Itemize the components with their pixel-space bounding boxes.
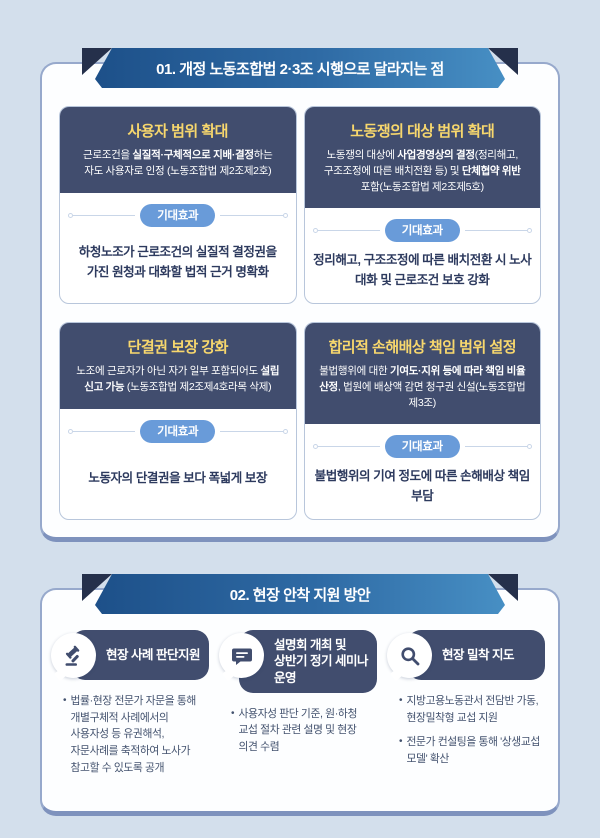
card-effect-area: 기대효과 하청노조가 근로조건의 실질적 결정권을 가진 원청과 대화할 법적 …	[60, 193, 296, 304]
gavel-icon	[51, 633, 96, 678]
divider-ring-right	[282, 212, 288, 218]
divider-ring-left	[312, 444, 318, 450]
card-dispute-scope: 노동쟁의 대상 범위 확대 노동쟁의 대상에 사업경영상의 결정(정리해고, 구…	[303, 106, 541, 304]
effect-divider: 기대효과	[68, 419, 288, 443]
magnifier-icon	[387, 633, 432, 678]
bullet-list: • 지방고용노동관서 전담반 가동, 현장밀착형 교섭 지원 • 전문가 컨설팅…	[393, 693, 545, 768]
support-pill-label: 현장 밀착 지도	[442, 647, 514, 662]
divider-ring-right	[527, 444, 532, 450]
bullet-marker: •	[399, 736, 403, 748]
bullet-text: 사용자성 판단 기준, 원·하청 교섭 절차 관련 설명 및 현장 의견 수렴	[238, 707, 358, 754]
card-union-rights: 단결권 보장 강화 노조에 근로자가 아닌 자가 일부 포함되어도 설립 신고 …	[59, 322, 297, 520]
bullet-text: 법률·현장 전문가 자문을 통해 개별구체적 사례에서의 사용자성 등 유권해석…	[70, 695, 197, 774]
divider-ring-left	[68, 212, 73, 218]
support-pill-label: 현장 사례 판단지원	[106, 647, 200, 662]
section1-panel: 사용자 범위 확대 근로조건을 실질적·구체적으로 지배·결정하는 자도 사용자…	[40, 62, 560, 542]
divider-line	[317, 230, 380, 232]
list-item: • 법률·현장 전문가 자문을 통해 개별구체적 사례에서의 사용자성 등 유권…	[63, 693, 209, 777]
list-item: • 지방고용노동관서 전담반 가동, 현장밀착형 교섭 지원	[399, 693, 545, 726]
section2-title: 02. 현장 안착 지원 방안	[229, 586, 371, 604]
effect-text: 정리해고, 구조조정에 따른 배치전환 시 노사 대화 및 근로조건 보호 강화	[313, 253, 532, 287]
section1-ribbon: 01. 개정 노동조합법 2·3조 시행으로 달라지는 점	[82, 48, 518, 88]
list-item: • 전문가 컨설팅을 통해 '상생교섭 모델' 확산	[399, 734, 545, 767]
card-head: 단결권 보장 강화 노조에 근로자가 아닌 자가 일부 포함되어도 설립 신고 …	[60, 323, 296, 409]
card-damages-liability: 합리적 손해배상 책임 범위 설정 불법행위에 대한 기여도·지위 등에 따라 …	[303, 322, 541, 520]
card-head: 합리적 손해배상 책임 범위 설정 불법행위에 대한 기여도·지위 등에 따라 …	[304, 323, 540, 425]
section2-ribbon-band: 02. 현장 안착 지원 방안	[95, 574, 505, 614]
divider-line	[220, 430, 283, 432]
speech-bubble-icon	[219, 633, 264, 678]
expected-effect-badge: 기대효과	[384, 219, 460, 243]
support-col-seminar: 설명회 개최 및 상반기 정기 세미나 운영 • 사용자성 판단 기준, 원·하…	[219, 630, 377, 785]
list-item: • 사용자성 판단 기준, 원·하청 교섭 절차 관련 설명 및 현장 의견 수…	[231, 706, 377, 756]
support-pill-label: 설명회 개최 및 상반기 정기 세미나 운영	[274, 638, 368, 685]
effect-text: 하청노조가 근로조건의 실질적 결정권을 가진 원청과 대화할 법적 근거 명확…	[78, 245, 277, 279]
divider-line	[464, 230, 527, 232]
divider-line	[73, 430, 136, 432]
divider-ring-right	[282, 428, 288, 434]
section1-card-grid: 사용자 범위 확대 근로조건을 실질적·구체적으로 지배·결정하는 자도 사용자…	[59, 106, 541, 520]
effect-divider: 기대효과	[312, 219, 532, 243]
bullet-text: 전문가 컨설팅을 통해 '상생교섭 모델' 확산	[406, 736, 541, 766]
card-title: 단결권 보장 강화	[127, 339, 229, 356]
card-body-text: 노동쟁의 대상에 사업경영상의 결정(정리해고, 구조조정에 따른 배치전환 등…	[323, 149, 521, 193]
card-head: 노동쟁의 대상 범위 확대 노동쟁의 대상에 사업경영상의 결정(정리해고, 구…	[304, 107, 540, 209]
section2-panel: 현장 사례 판단지원 • 법률·현장 전문가 자문을 통해 개별구체적 사례에서…	[40, 588, 560, 816]
card-title: 노동쟁의 대상 범위 확대	[350, 123, 495, 140]
divider-ring-left	[312, 228, 318, 234]
support-pill: 현장 밀착 지도	[407, 630, 545, 680]
card-body-text: 불법행위에 대한 기여도·지위 등에 따라 책임 비율 산정, 법원에 배상액 …	[319, 365, 526, 409]
card-title: 사용자 범위 확대	[127, 123, 229, 140]
card-title: 합리적 손해배상 책임 범위 설정	[328, 339, 517, 356]
divider-ring-left	[68, 428, 73, 434]
effect-text: 불법행위의 기여 정도에 따른 손해배상 책임 부담	[314, 469, 531, 503]
card-effect-area: 기대효과 불법행위의 기여 정도에 따른 손해배상 책임 부담	[305, 424, 541, 519]
card-effect-area: 기대효과 노동자의 단결권을 보다 폭넓게 보장	[60, 409, 296, 520]
bullet-marker: •	[399, 695, 403, 706]
bullet-text: 지방고용노동관서 전담반 가동, 현장밀착형 교섭 지원	[406, 695, 539, 724]
bullet-marker: •	[231, 707, 235, 719]
card-body-text: 노조에 근로자가 아닌 자가 일부 포함되어도 설립 신고 가능 (노동조합법 …	[76, 365, 280, 393]
section1-title: 01. 개정 노동조합법 2·3조 시행으로 달라지는 점	[156, 60, 444, 78]
expected-effect-badge: 기대효과	[384, 435, 460, 459]
section1-ribbon-band: 01. 개정 노동조합법 2·3조 시행으로 달라지는 점	[95, 48, 505, 88]
card-body-text: 근로조건을 실질적·구체적으로 지배·결정하는 자도 사용자로 인정 (노동조합…	[83, 149, 273, 177]
effect-divider: 기대효과	[312, 435, 532, 459]
effect-text: 노동자의 단결권을 보다 폭넓게 보장	[88, 471, 268, 486]
section2-ribbon: 02. 현장 안착 지원 방안	[82, 574, 518, 614]
divider-line	[464, 446, 527, 448]
support-pill: 현장 사례 판단지원	[71, 630, 209, 680]
card-employer-scope: 사용자 범위 확대 근로조건을 실질적·구체적으로 지배·결정하는 자도 사용자…	[59, 106, 297, 304]
support-col-field-guidance: 현장 밀착 지도 • 지방고용노동관서 전담반 가동, 현장밀착형 교섭 지원 …	[387, 630, 545, 785]
divider-line	[220, 214, 283, 216]
expected-effect-badge: 기대효과	[140, 203, 216, 227]
divider-line	[317, 446, 380, 448]
card-effect-area: 기대효과 정리해고, 구조조정에 따른 배치전환 시 노사 대화 및 근로조건 …	[305, 208, 541, 303]
card-head: 사용자 범위 확대 근로조건을 실질적·구체적으로 지배·결정하는 자도 사용자…	[60, 107, 296, 193]
support-col-case-judgement: 현장 사례 판단지원 • 법률·현장 전문가 자문을 통해 개별구체적 사례에서…	[51, 630, 209, 785]
expected-effect-badge: 기대효과	[140, 419, 216, 443]
bullet-list: • 사용자성 판단 기준, 원·하청 교섭 절차 관련 설명 및 현장 의견 수…	[225, 706, 377, 756]
bullet-list: • 법률·현장 전문가 자문을 통해 개별구체적 사례에서의 사용자성 등 유권…	[57, 693, 209, 777]
bullet-marker: •	[63, 695, 67, 706]
support-grid: 현장 사례 판단지원 • 법률·현장 전문가 자문을 통해 개별구체적 사례에서…	[51, 630, 545, 785]
effect-divider: 기대효과	[68, 203, 288, 227]
divider-line	[73, 214, 136, 216]
divider-ring-right	[527, 228, 532, 234]
